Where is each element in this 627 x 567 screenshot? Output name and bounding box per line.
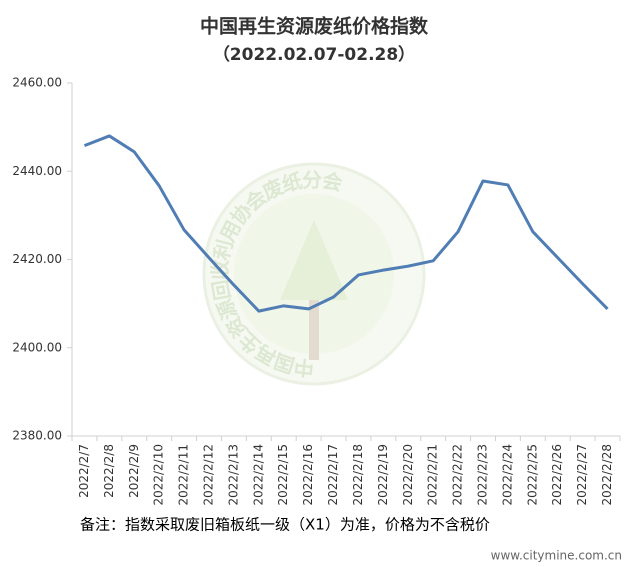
x-tick-label: 2022/2/8 <box>102 444 116 498</box>
y-tick-label: 2400.00 <box>12 340 62 354</box>
watermark: 中国再生资源回收利用协会废纸分会 <box>202 162 426 386</box>
y-tick-label: 2380.00 <box>12 429 62 443</box>
x-tick-label: 2022/2/24 <box>500 444 514 506</box>
x-tick-label: 2022/2/11 <box>177 444 191 506</box>
x-tick-label: 2022/2/18 <box>351 444 365 506</box>
x-tick-label: 2022/2/28 <box>600 444 614 506</box>
y-tick-label: 2440.00 <box>12 164 62 178</box>
source: www.citymine.com.cn <box>491 549 622 563</box>
chart-subtitle: （2022.02.07-02.28） <box>213 44 415 65</box>
x-tick-label: 2022/2/10 <box>152 444 166 506</box>
x-tick-label: 2022/2/26 <box>550 444 564 506</box>
y-tick-label: 2460.00 <box>12 76 62 90</box>
x-tick-label: 2022/2/21 <box>426 444 440 506</box>
chart-title: 中国再生资源废纸价格指数 <box>200 15 429 38</box>
x-tick-label: 2022/2/13 <box>226 444 240 506</box>
note: 备注：指数采取废旧箱板纸一级（X1）为准，价格为不含税价 <box>80 516 490 534</box>
x-tick-label: 2022/2/22 <box>451 444 465 506</box>
x-tick-label: 2022/2/14 <box>251 444 265 506</box>
x-tick-label: 2022/2/20 <box>401 444 415 506</box>
x-tick-label: 2022/2/7 <box>77 444 91 498</box>
x-tick-label: 2022/2/15 <box>276 444 290 506</box>
x-tick-label: 2022/2/23 <box>476 444 490 506</box>
line-series <box>83 134 609 313</box>
x-tick-label: 2022/2/9 <box>127 444 141 498</box>
x-tick-label: 2022/2/19 <box>376 444 390 506</box>
x-tick-label: 2022/2/17 <box>326 444 340 506</box>
x-tick-label: 2022/2/16 <box>301 444 315 506</box>
x-tick-label: 2022/2/25 <box>525 444 539 506</box>
y-tick-label: 2420.00 <box>12 252 62 266</box>
x-tick-label: 2022/2/27 <box>575 444 589 506</box>
x-tick-label: 2022/2/12 <box>202 444 216 506</box>
